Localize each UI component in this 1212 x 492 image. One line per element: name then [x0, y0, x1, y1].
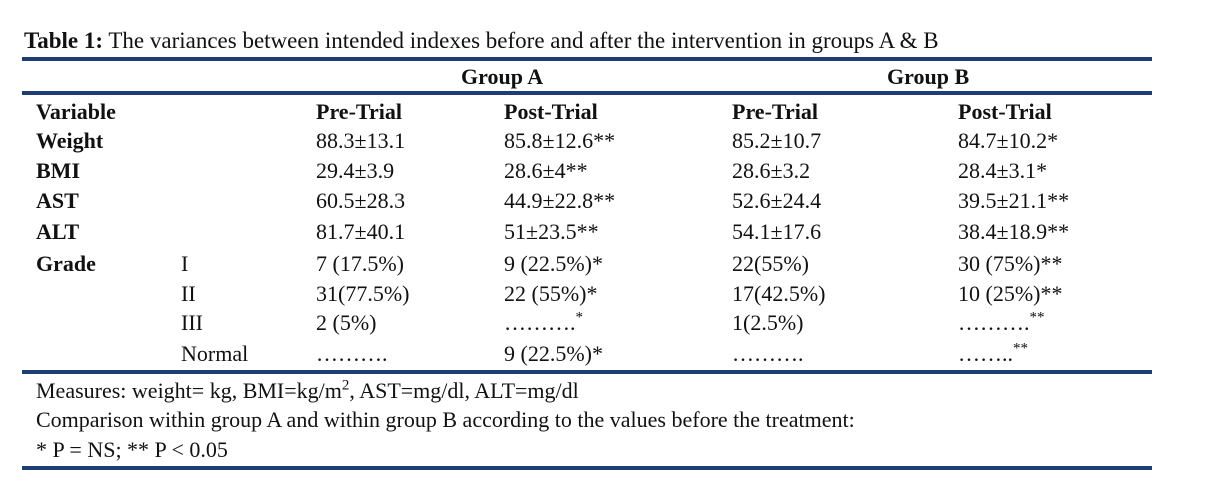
bmi-b-post: 28.4±3.1*: [958, 158, 1048, 183]
row-label-bmi: BMI: [36, 158, 80, 183]
weight-b-post: 84.7±10.2*: [958, 128, 1059, 153]
group-b-post-header: Post-Trial: [958, 99, 1052, 124]
grade-i-a-post: 9 (22.5%)*: [504, 251, 603, 276]
grade-ii-a-pre: 31(77.5%): [316, 281, 410, 306]
note-significance: * P = NS; ** P < 0.05: [36, 437, 228, 462]
weight-a-pre: 88.3±13.1: [316, 128, 406, 153]
note-measures: Measures: weight= kg, BMI=kg/m2, AST=mg/…: [36, 378, 579, 404]
note-measures-pre: Measures: weight= kg, BMI=kg/m: [36, 378, 342, 403]
grade-ii-b-pre: 17(42.5%): [732, 281, 826, 306]
group-a-post-header: Post-Trial: [504, 99, 598, 124]
grade-sub-normal: Normal: [181, 341, 249, 366]
grade-sub-ii: II: [181, 281, 196, 306]
normal-b-post-dots: ……..: [958, 341, 1013, 366]
alt-b-post: 38.4±18.9**: [958, 219, 1070, 244]
row-label-alt: ALT: [36, 219, 80, 244]
note-comparison: Comparison within group A and within gro…: [36, 407, 855, 432]
grade-i-b-post: 30 (75%)**: [958, 251, 1063, 276]
normal-a-post: 9 (22.5%)*: [504, 341, 603, 366]
table-caption-label: Table 1:: [24, 28, 104, 53]
variable-header: Variable: [36, 99, 116, 124]
note-measures-sup: 2: [341, 377, 350, 394]
ast-b-post: 39.5±21.1**: [958, 188, 1070, 213]
normal-a-pre: ……….: [316, 341, 388, 366]
normal-b-post-sig: **: [1013, 340, 1028, 357]
alt-b-pre: 54.1±17.6: [732, 219, 822, 244]
alt-a-post: 51±23.5**: [504, 219, 599, 244]
ast-a-post: 44.9±22.8**: [504, 188, 616, 213]
grade-sub-iii: III: [181, 310, 203, 335]
normal-b-post: ……..**: [958, 341, 1028, 367]
bmi-a-post: 28.6±4**: [504, 158, 588, 183]
group-a-header: Group A: [461, 64, 544, 89]
row-label-ast: AST: [36, 188, 79, 213]
grade-iii-a-pre: 2 (5%): [316, 310, 377, 335]
grade-sub-i: I: [181, 251, 189, 276]
weight-a-post: 85.8±12.6**: [504, 128, 616, 153]
ast-a-pre: 60.5±28.3: [316, 188, 406, 213]
group-b-pre-header: Pre-Trial: [732, 99, 818, 124]
grade-i-b-pre: 22(55%): [732, 251, 809, 276]
grade-i-a-pre: 7 (17.5%): [316, 251, 404, 276]
note-measures-post: , AST=mg/dl, ALT=mg/dl: [349, 378, 579, 403]
group-b-header: Group B: [887, 64, 970, 89]
top-rule: [22, 57, 1152, 61]
row-label-weight: Weight: [36, 128, 104, 153]
bmi-b-pre: 28.6±3.2: [732, 158, 811, 183]
ast-b-pre: 52.6±24.4: [732, 188, 822, 213]
table-bottom-rule: [22, 370, 1152, 374]
grade-iii-a-post-sig: *: [575, 309, 584, 326]
grade-iii-b-post: ……….**: [958, 310, 1045, 336]
table-caption: Table 1: The variances between intended …: [24, 27, 939, 55]
grade-iii-b-post-sig: **: [1029, 309, 1045, 326]
table-caption-text: The variances between intended indexes b…: [103, 28, 939, 53]
grade-ii-a-post: 22 (55%)*: [504, 281, 598, 306]
footer-rule: [22, 466, 1152, 470]
grade-iii-b-pre: 1(2.5%): [732, 310, 804, 335]
grade-iii-a-post: ……….*: [504, 310, 583, 336]
row-label-grade: Grade: [36, 251, 96, 276]
alt-a-pre: 81.7±40.1: [316, 219, 406, 244]
grade-iii-a-post-dots: ……….: [504, 310, 576, 335]
header-rule: [22, 91, 1152, 95]
grade-ii-b-post: 10 (25%)**: [958, 281, 1063, 306]
weight-b-pre: 85.2±10.7: [732, 128, 822, 153]
grade-iii-b-post-dots: ……….: [958, 310, 1030, 335]
group-a-pre-header: Pre-Trial: [316, 99, 402, 124]
normal-b-pre: ……….: [732, 341, 804, 366]
bmi-a-pre: 29.4±3.9: [316, 158, 395, 183]
